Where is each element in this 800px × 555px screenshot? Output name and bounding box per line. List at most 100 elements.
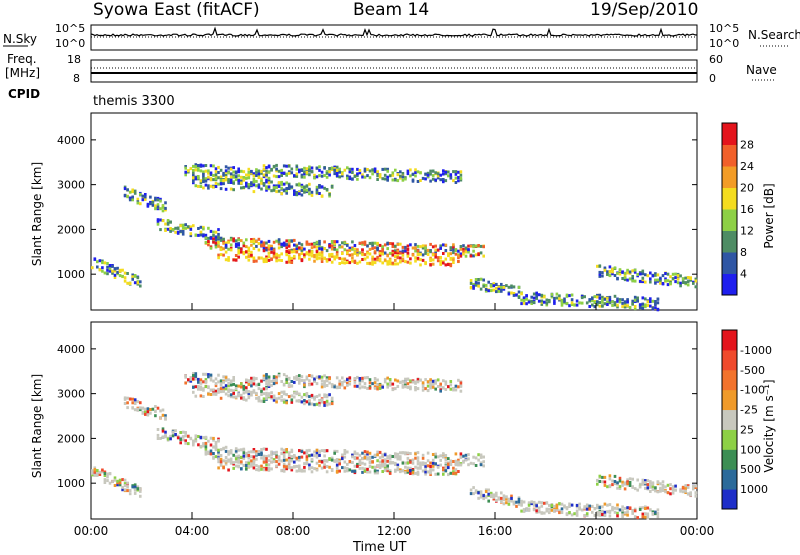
heatmap-cell xyxy=(550,508,554,512)
heatmap-cell xyxy=(242,241,246,245)
heatmap-cell xyxy=(444,380,448,384)
heatmap-cell xyxy=(300,169,304,172)
heatmap-cell xyxy=(229,449,233,453)
heatmap-cell xyxy=(207,236,210,240)
heatmap-cell xyxy=(500,285,503,289)
heatmap-cell xyxy=(242,178,246,182)
heatmap-cell xyxy=(247,456,251,460)
heatmap-cell xyxy=(411,178,415,182)
heatmap-cell xyxy=(351,171,354,174)
heatmap-cell xyxy=(103,478,107,482)
heatmap-cell xyxy=(353,380,357,384)
heatmap-cell xyxy=(394,452,397,456)
heatmap-cell xyxy=(260,240,263,244)
heatmap-cell xyxy=(666,272,670,276)
heatmap-cell xyxy=(348,376,352,380)
heatmap-cell xyxy=(250,464,253,468)
heatmap-cell xyxy=(282,469,286,473)
heatmap-cell xyxy=(285,458,288,462)
heatmap-cell xyxy=(245,378,248,382)
heatmap-cell xyxy=(184,223,187,227)
heatmap-cell xyxy=(358,458,362,462)
heatmap-cell xyxy=(411,253,415,257)
heatmap-cell xyxy=(449,246,453,250)
heatmap-cell xyxy=(363,453,367,457)
heatmap-cell xyxy=(424,472,427,476)
heatmap-cell xyxy=(436,378,440,382)
heatmap-cell xyxy=(262,249,266,253)
heatmap-cell xyxy=(303,175,306,179)
velocity-colorbar-tick-label: 25 xyxy=(740,423,754,436)
heatmap-cell xyxy=(265,185,268,189)
heatmap-cell xyxy=(419,263,422,267)
heatmap-cell xyxy=(558,509,561,513)
heatmap-cell xyxy=(404,380,407,384)
heatmap-cell xyxy=(285,164,288,168)
heatmap-cell xyxy=(227,258,230,262)
heatmap-cell xyxy=(252,247,256,250)
heatmap-cell xyxy=(247,465,251,468)
heatmap-cell xyxy=(260,379,263,383)
heatmap-cell xyxy=(532,300,536,304)
heatmap-cell xyxy=(154,409,157,413)
heatmap-cell xyxy=(245,466,248,469)
velocity-colorbar-tick-label: -100 xyxy=(740,384,765,397)
heatmap-cell xyxy=(131,190,134,194)
heatmap-cell xyxy=(197,168,200,172)
heatmap-cell xyxy=(300,185,304,189)
heatmap-cell xyxy=(452,460,455,463)
heatmap-cell xyxy=(623,482,627,486)
heatmap-cell xyxy=(495,286,498,290)
heatmap-cell xyxy=(285,246,288,250)
heatmap-cell xyxy=(366,251,369,255)
heatmap-cell xyxy=(121,274,124,278)
heatmap-cell xyxy=(141,411,145,415)
heatmap-cell xyxy=(351,461,354,464)
heatmap-cell xyxy=(262,468,266,472)
heatmap-cell xyxy=(219,175,223,179)
heatmap-cell xyxy=(596,478,599,482)
heatmap-cell xyxy=(424,387,427,391)
heatmap-cell xyxy=(661,282,665,285)
heatmap-cell xyxy=(214,245,218,249)
heatmap-cell xyxy=(381,247,384,251)
heatmap-cell xyxy=(245,238,248,242)
heatmap-cell xyxy=(255,240,258,243)
heatmap-cell xyxy=(626,268,629,272)
heatmap-cell xyxy=(368,451,372,455)
heatmap-cell xyxy=(447,254,450,257)
heatmap-cell xyxy=(328,465,331,469)
heatmap-cell xyxy=(406,451,410,455)
heatmap-cell xyxy=(338,262,341,265)
heatmap-cell xyxy=(318,399,321,402)
heatmap-cell xyxy=(315,402,319,406)
heatmap-cell xyxy=(474,278,478,281)
heatmap-cell xyxy=(452,251,455,255)
heatmap-cell xyxy=(474,464,478,467)
heatmap-cell xyxy=(300,193,304,197)
heatmap-cell xyxy=(545,501,549,505)
heatmap-cell xyxy=(295,167,299,171)
heatmap-cell xyxy=(452,179,455,183)
heatmap-cell xyxy=(260,177,263,181)
heatmap-cell xyxy=(477,458,480,462)
heatmap-cell xyxy=(386,169,389,173)
heatmap-cell xyxy=(449,248,453,252)
heatmap-cell xyxy=(325,393,329,397)
heatmap-cell xyxy=(406,469,410,472)
heatmap-cell xyxy=(275,397,278,401)
heatmap-cell xyxy=(202,180,205,183)
heatmap-cell xyxy=(517,500,521,504)
heatmap-cell xyxy=(298,256,301,260)
heatmap-cell xyxy=(419,464,422,468)
heatmap-cell xyxy=(346,174,349,178)
heatmap-cell xyxy=(192,171,195,175)
heatmap-cell xyxy=(623,305,627,309)
heatmap-cell xyxy=(654,486,657,490)
heatmap-cell xyxy=(363,385,367,389)
heatmap-cell xyxy=(406,456,410,460)
heatmap-cell xyxy=(217,256,220,260)
heatmap-cell xyxy=(611,272,614,276)
heatmap-cell xyxy=(192,390,195,394)
heatmap-cell xyxy=(257,450,261,453)
